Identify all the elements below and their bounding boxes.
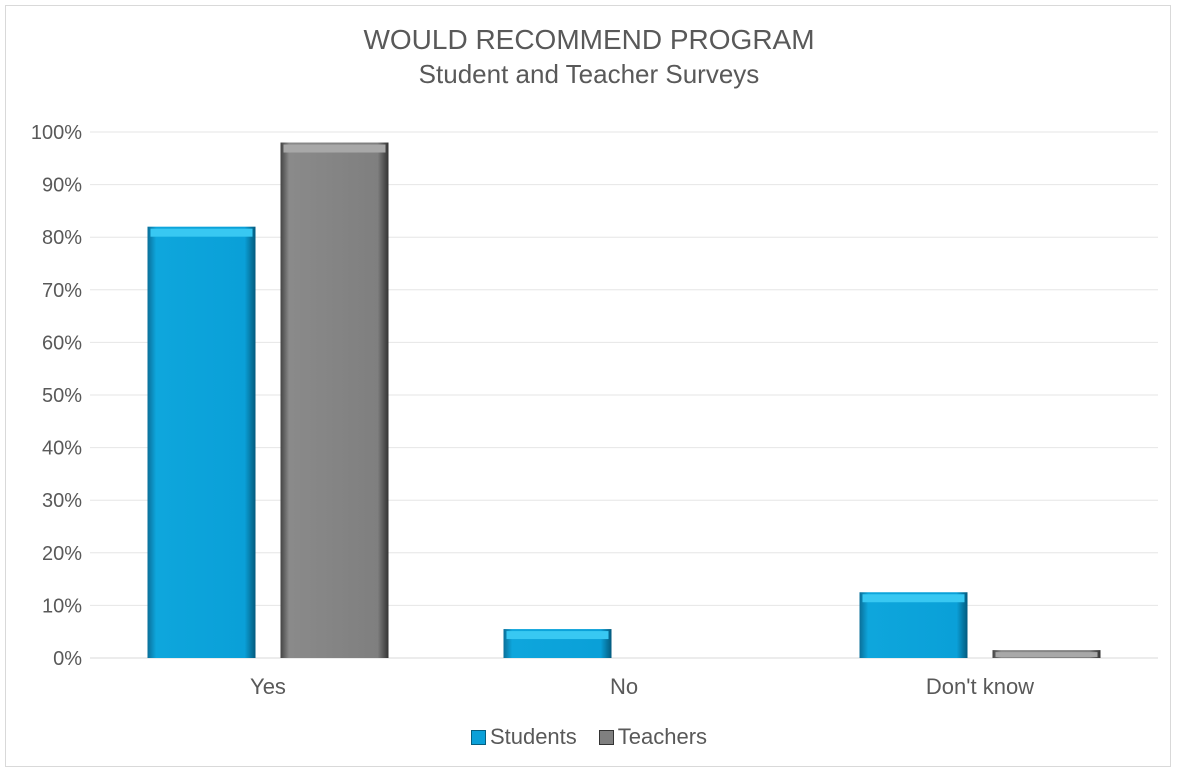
y-tick-label: 10%	[42, 595, 82, 617]
y-tick-label: 70%	[42, 280, 82, 302]
bar-teachers-0	[280, 142, 389, 658]
chart-title: WOULD RECOMMEND PROGRAM	[363, 24, 815, 55]
bar-bevel-teachers-2	[995, 652, 1098, 657]
x-tick-label: Don't know	[926, 674, 1034, 699]
x-tick-label: Yes	[250, 674, 286, 699]
y-tick-label: 60%	[42, 332, 82, 354]
bar-bevel-students-2	[862, 594, 965, 603]
bar-bevel-students-0	[150, 228, 253, 237]
legend: Students Teachers	[0, 724, 1178, 750]
chart-subtitle: Student and Teacher Surveys	[418, 59, 760, 89]
y-tick-label: 90%	[42, 175, 82, 197]
y-tick-label: 50%	[42, 385, 82, 407]
bar-bevel-students-1	[506, 631, 609, 640]
y-tick-label: 100%	[31, 122, 82, 144]
chart-title-block: WOULD RECOMMEND PROGRAM Student and Teac…	[0, 22, 1178, 90]
bar-students-2	[859, 592, 968, 658]
legend-swatch-teachers	[598, 729, 614, 745]
legend-item-students: Students	[470, 724, 577, 750]
legend-swatch-students	[470, 729, 486, 745]
legend-label-students: Students	[489, 724, 577, 749]
bar-bevel-teachers-0	[283, 144, 386, 153]
bar-students-0	[147, 226, 256, 658]
legend-item-teachers: Teachers	[598, 724, 708, 750]
y-tick-label: 30%	[42, 490, 82, 512]
y-tick-label: 20%	[42, 543, 82, 565]
legend-label-teachers: Teachers	[617, 724, 708, 749]
y-tick-label: 40%	[42, 438, 82, 460]
y-tick-label: 80%	[42, 227, 82, 249]
y-tick-label: 0%	[53, 648, 82, 670]
x-tick-label: No	[610, 674, 638, 699]
